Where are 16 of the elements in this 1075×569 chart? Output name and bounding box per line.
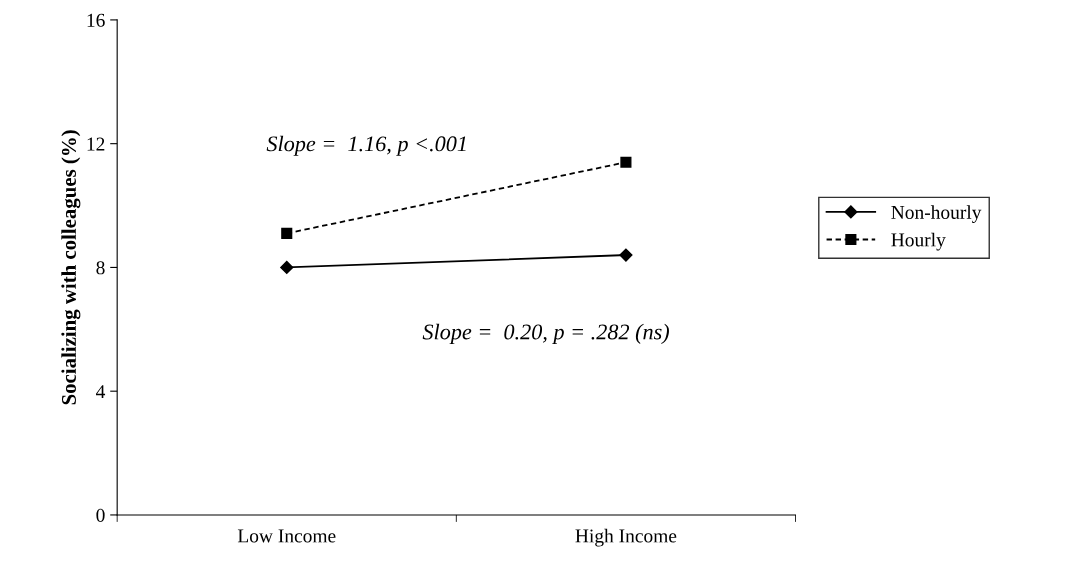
point [619,248,633,262]
annotation: Slope = 0.20, p = .282 (ns) [422,323,669,344]
y-axis-title: Socializing with colleagues (%) [61,130,81,405]
point [281,227,293,239]
x-tick-label: High Income [575,528,677,547]
legend-label: Non-hourly [891,205,982,223]
y-tick-label: 8 [96,261,105,275]
x-tick-label: Low Income [237,529,336,543]
point [620,156,632,168]
y-tick-label: 16 [87,13,105,27]
y-tick-label: 0 [96,508,105,522]
point [280,260,294,275]
y-tick-label: 12 [87,137,105,151]
annotation: Slope = 1.16, p <.001 [266,135,466,156]
legend-label: Hourly [891,232,946,251]
y-tick-label: 4 [96,385,106,398]
